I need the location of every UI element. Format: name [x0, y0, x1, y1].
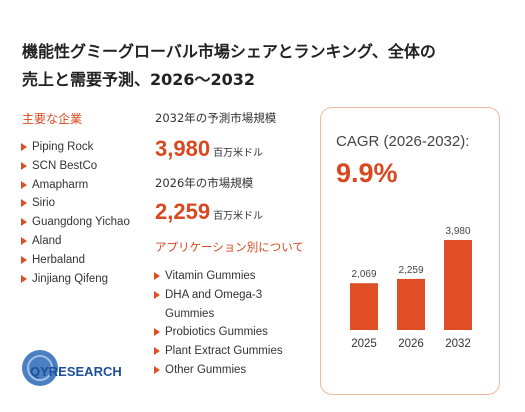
companies-heading: 主要な企業 — [22, 112, 83, 126]
logo-text: QYRESEARCH — [30, 364, 122, 379]
unit: 百万米ドル — [213, 148, 264, 159]
logo: QYRESEARCH — [22, 350, 122, 386]
list-item: DHA and Omega-3 Gummies — [153, 286, 289, 324]
cagr-value: 9.9% — [336, 158, 398, 188]
list-item: Jinjiang Qifeng — [20, 270, 130, 289]
title: 売上と需要予測、2026～2032 — [22, 70, 256, 89]
application-list: Vitamin Gummies DHA and Omega-3 Gummies Pr… — [153, 267, 289, 380]
list-item: Guangdong Yichao — [20, 213, 130, 232]
list-item: Piping Rock — [20, 138, 130, 157]
list-item: Sirio — [20, 194, 130, 213]
title: 機能性グミーグローバル市場シェアとランキング、全体の — [22, 42, 436, 61]
company-list: Piping Rock SCN BestCo Amapharm Sirio Guangd… — [20, 138, 130, 288]
applications-heading: アプリケーション別について — [155, 240, 304, 254]
list-item: Plant Extract Gummies — [153, 342, 289, 361]
unit: 百万米ドル — [213, 211, 264, 222]
list-item: Probiotics Gummies — [153, 323, 289, 342]
bar — [444, 240, 472, 330]
value-label: 3,980 — [445, 226, 470, 237]
forecast-label: 2032年の予測市場規模 — [155, 111, 277, 125]
list-item: Aland — [20, 232, 130, 251]
cagr-panel — [320, 107, 500, 395]
x-tick-label: 2032 — [445, 338, 471, 350]
list-item: Vitamin Gummies — [153, 267, 289, 286]
bar — [397, 278, 425, 330]
list-item: Herbaland — [20, 251, 130, 270]
current-value: 2,259 — [155, 199, 211, 224]
current-label: 2026年の市場規模 — [155, 176, 254, 190]
value-label: 2,259 — [398, 265, 423, 276]
forecast-value: 3,980 — [155, 136, 211, 161]
x-tick-label: 2026 — [398, 338, 424, 350]
x-tick-label: 2025 — [351, 338, 377, 350]
bar — [350, 283, 378, 330]
list-item: Amapharm — [20, 176, 130, 195]
list-item: Other Gummies — [153, 361, 289, 380]
cagr-label: CAGR (2026-2032): — [336, 133, 470, 150]
value-label: 2,069 — [351, 269, 376, 280]
list-item: SCN BestCo — [20, 157, 130, 176]
logo-ring — [27, 355, 53, 381]
